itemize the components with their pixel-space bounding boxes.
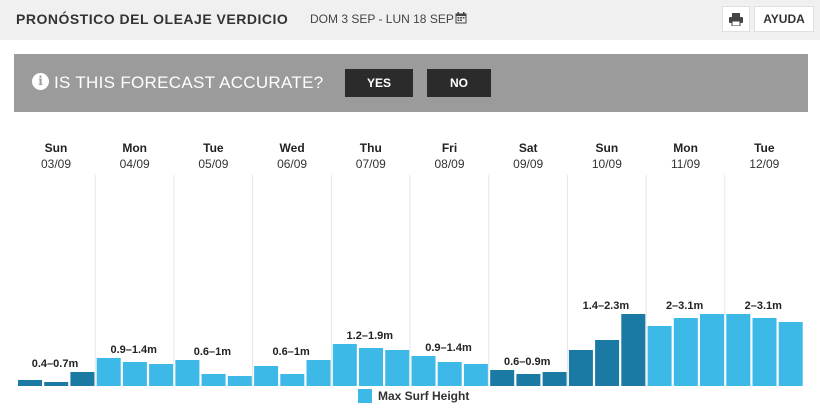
day-name: Sat bbox=[518, 141, 538, 155]
surf-bar[interactable] bbox=[463, 364, 488, 386]
day-date: 07/09 bbox=[355, 157, 386, 171]
day-header: Thu 07/09 bbox=[332, 140, 410, 172]
yes-button[interactable]: YES bbox=[345, 69, 413, 97]
surf-bar[interactable] bbox=[647, 326, 672, 386]
day-header: Mon 04/09 bbox=[96, 140, 174, 172]
surf-range-label: 0.6–1m bbox=[272, 346, 310, 358]
day-date: 11/09 bbox=[671, 157, 701, 171]
help-button[interactable]: AYUDA bbox=[754, 6, 814, 32]
surf-bar[interactable] bbox=[201, 374, 226, 386]
surf-bar[interactable] bbox=[359, 348, 383, 386]
day-date: 10/09 bbox=[591, 157, 622, 171]
surf-bar[interactable] bbox=[411, 356, 436, 386]
day-name: Mon bbox=[673, 141, 698, 155]
header-bar: PRONÓSTICO DEL OLEAJE VERDICIO DOM 3 SEP… bbox=[0, 0, 820, 40]
surf-range-label: 1.2–1.9m bbox=[347, 330, 394, 342]
surf-bar[interactable] bbox=[149, 364, 174, 386]
surf-bar[interactable] bbox=[96, 358, 121, 386]
date-range[interactable]: DOM 3 SEP - LUN 18 SEP bbox=[310, 12, 454, 26]
surf-bar[interactable] bbox=[700, 314, 724, 386]
surf-range-label: 2–3.1m bbox=[666, 300, 704, 312]
surf-bar[interactable] bbox=[175, 360, 200, 386]
surf-bar[interactable] bbox=[122, 362, 147, 386]
day-date: 05/09 bbox=[198, 157, 229, 171]
surf-bar[interactable] bbox=[516, 374, 541, 386]
day-header: Mon 11/09 bbox=[647, 140, 725, 172]
surf-bar[interactable] bbox=[621, 314, 646, 386]
day-header: Sat 09/09 bbox=[489, 140, 567, 172]
surf-bar[interactable] bbox=[595, 340, 620, 386]
chart-legend: Max Surf Height bbox=[358, 389, 469, 403]
surf-bar[interactable] bbox=[385, 350, 410, 386]
surf-range-label: 1.4–2.3m bbox=[583, 300, 630, 312]
feedback-banner: i IS THIS FORECAST ACCURATE? YES NO bbox=[14, 54, 808, 112]
day-date: 06/09 bbox=[277, 157, 308, 171]
surf-bar[interactable] bbox=[254, 366, 279, 386]
surf-bar[interactable] bbox=[18, 380, 42, 386]
day-name: Fri bbox=[441, 141, 458, 155]
day-date: 08/09 bbox=[434, 157, 465, 171]
surf-range-label: 0.9–1.4m bbox=[425, 342, 472, 354]
legend-swatch bbox=[358, 389, 372, 403]
surf-range-label: 0.4–0.7m bbox=[32, 358, 79, 370]
surf-bar[interactable] bbox=[227, 376, 252, 386]
surf-range-label: 2–3.1m bbox=[745, 300, 783, 312]
surf-bar[interactable] bbox=[568, 350, 593, 386]
legend-label: Max Surf Height bbox=[378, 389, 470, 403]
calendar-icon[interactable] bbox=[455, 12, 467, 24]
surf-bar[interactable] bbox=[490, 370, 515, 386]
surf-bar[interactable] bbox=[44, 382, 69, 386]
surf-bar[interactable] bbox=[332, 344, 357, 386]
surf-bar[interactable] bbox=[778, 322, 803, 386]
day-header: Tue 05/09 bbox=[174, 140, 252, 172]
surf-bar[interactable] bbox=[280, 374, 305, 386]
surf-bar[interactable] bbox=[306, 360, 331, 386]
day-date: 09/09 bbox=[513, 157, 544, 171]
surf-forecast-chart: 0.4–0.7m 0.9–1.4m 0.6–1m 0.6–1m 1.2–1.9m 0.9–… bbox=[18, 175, 803, 386]
surf-bar[interactable] bbox=[542, 372, 567, 386]
day-name: Sun bbox=[595, 141, 619, 155]
surf-range-label: 0.6–0.9m bbox=[504, 356, 551, 368]
surf-bar[interactable] bbox=[752, 318, 777, 386]
day-header: Tue 12/09 bbox=[725, 140, 803, 172]
surf-range-label: 0.6–1m bbox=[194, 346, 232, 358]
day-name: Tue bbox=[203, 141, 224, 155]
day-date: 12/09 bbox=[749, 157, 780, 171]
surf-bar[interactable] bbox=[726, 314, 751, 386]
surf-bar[interactable] bbox=[70, 372, 95, 386]
page-title: PRONÓSTICO DEL OLEAJE VERDICIO bbox=[16, 11, 289, 27]
day-date: 03/09 bbox=[40, 157, 72, 171]
day-header: Fri 08/09 bbox=[411, 140, 489, 172]
print-button[interactable] bbox=[722, 6, 750, 32]
surf-range-label: 0.9–1.4m bbox=[110, 344, 157, 356]
day-name: Mon bbox=[122, 141, 148, 155]
printer-icon bbox=[729, 12, 743, 26]
day-date: 04/09 bbox=[119, 157, 150, 171]
surf-bar[interactable] bbox=[437, 362, 462, 386]
day-header: Sun 10/09 bbox=[568, 140, 646, 172]
day-name: Wed bbox=[279, 141, 305, 155]
day-header: Sun 03/09 bbox=[17, 140, 95, 172]
no-button[interactable]: NO bbox=[427, 69, 491, 97]
surf-bar[interactable] bbox=[673, 318, 698, 386]
day-header: Wed 06/09 bbox=[253, 140, 331, 172]
day-name: Thu bbox=[359, 141, 382, 155]
feedback-question: IS THIS FORECAST ACCURATE? bbox=[54, 73, 324, 92]
day-name: Sun bbox=[44, 141, 68, 155]
info-icon: i bbox=[32, 73, 49, 90]
day-name: Tue bbox=[754, 141, 775, 155]
